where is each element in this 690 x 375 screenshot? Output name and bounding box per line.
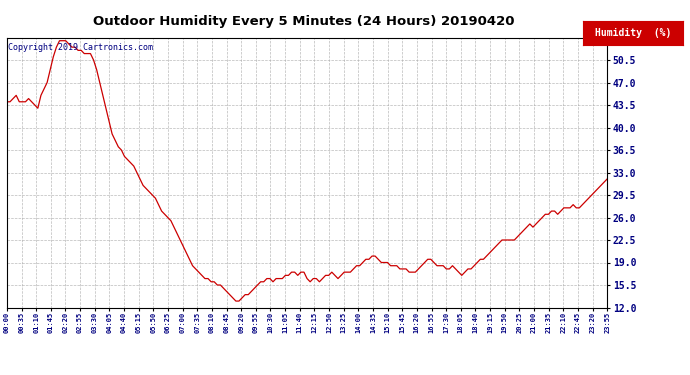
Text: Outdoor Humidity Every 5 Minutes (24 Hours) 20190420: Outdoor Humidity Every 5 Minutes (24 Hou… xyxy=(93,15,514,28)
Text: Humidity  (%): Humidity (%) xyxy=(595,28,671,38)
Text: Copyright 2019 Cartronics.com: Copyright 2019 Cartronics.com xyxy=(8,43,152,52)
